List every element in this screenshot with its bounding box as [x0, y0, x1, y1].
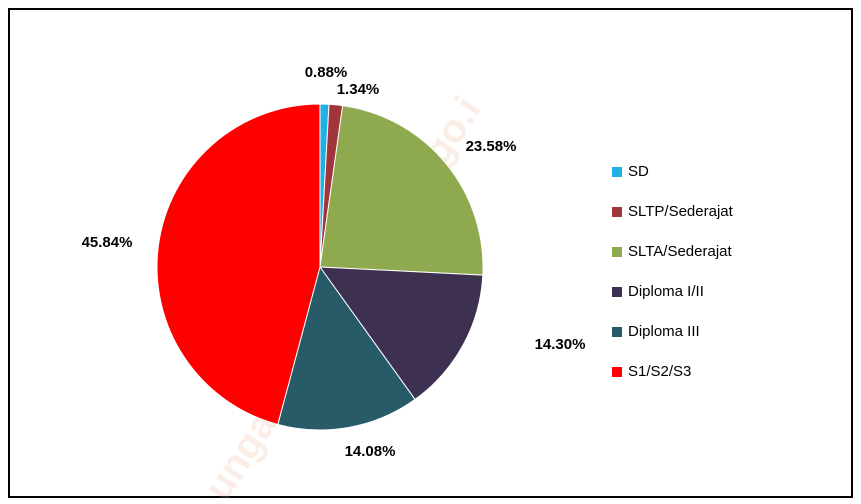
legend-label: SD: [628, 163, 649, 180]
legend-swatch: [612, 367, 622, 377]
legend-label: SLTP/Sederajat: [628, 203, 734, 220]
data-label: 1.34%: [337, 81, 380, 98]
legend-swatch: [612, 287, 622, 297]
legend-swatch: [612, 167, 622, 177]
legend-swatch: [612, 247, 622, 257]
data-label: 23.58%: [466, 138, 517, 155]
legend-swatch: [612, 327, 622, 337]
pie-slice: [319, 105, 484, 276]
legend-swatch: [612, 207, 622, 217]
pie-slice: [156, 103, 321, 426]
pie-slice: [318, 266, 484, 401]
legend-label: Diploma III: [628, 323, 700, 340]
legend-label: S1/S2/S3: [628, 363, 691, 380]
data-label: 45.84%: [82, 234, 133, 251]
legend-label: SLTA/Sederajat: [628, 243, 732, 260]
pie-slice: [277, 265, 416, 431]
data-label: 14.30%: [535, 336, 586, 353]
legend-label: Diploma I/II: [628, 283, 704, 300]
data-label: 0.88%: [305, 64, 348, 81]
data-label: 14.08%: [345, 443, 396, 460]
